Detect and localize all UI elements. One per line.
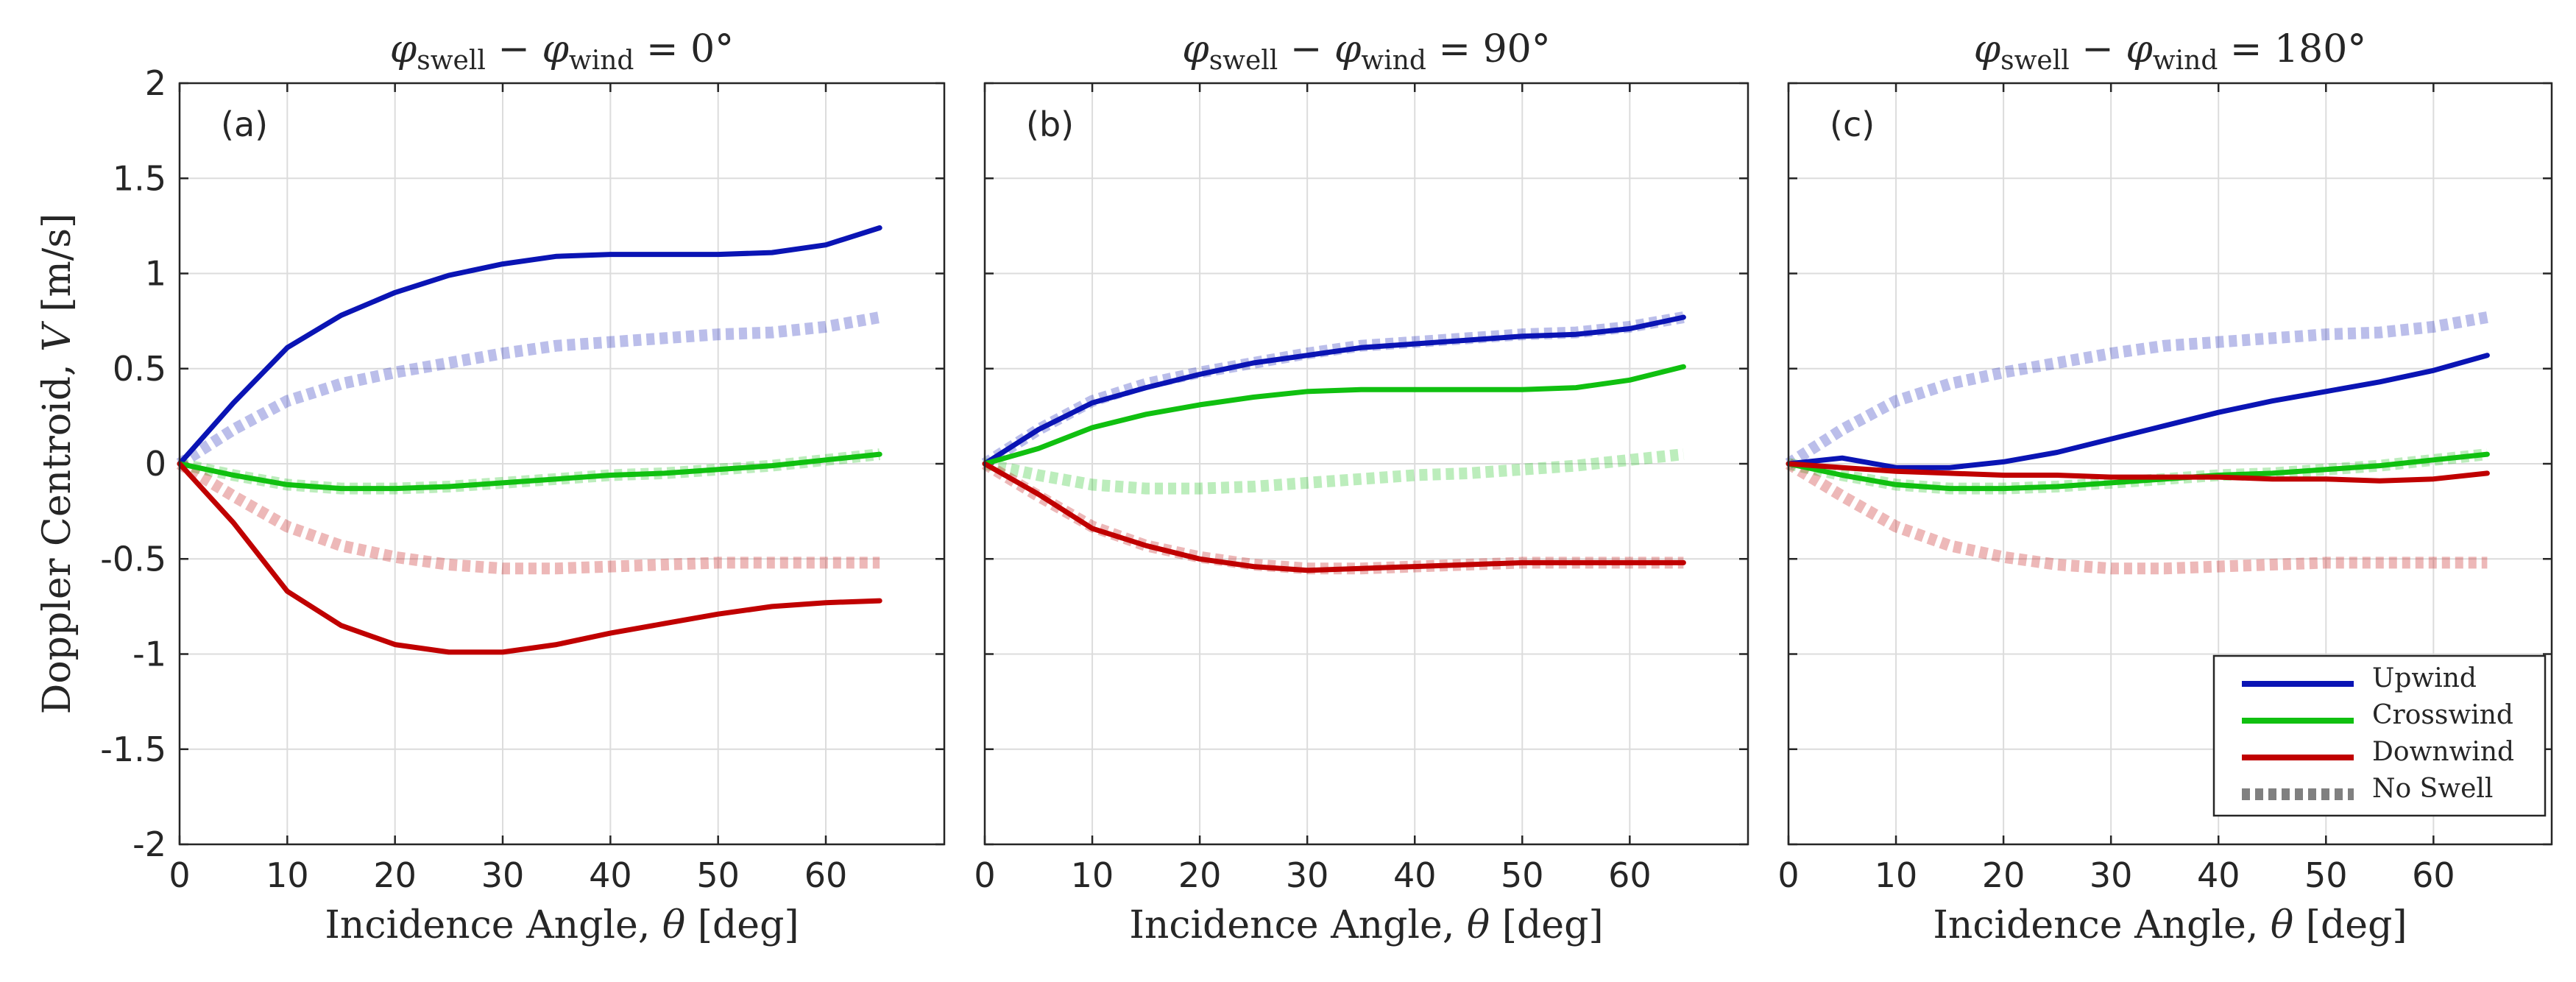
y-tick-label: 1.5 (113, 158, 166, 198)
series-noswell-downwind (1785, 459, 2488, 575)
x-tick-label: 40 (589, 855, 632, 895)
title-phi: φ (1182, 27, 1209, 71)
x-tick-label: 0 (974, 855, 995, 895)
title-sub-wind: wind (1361, 46, 1426, 76)
panel-label: (c) (1830, 105, 1875, 144)
x-tick-label: 50 (696, 855, 740, 895)
panel-title: φswell − φwind = 90° (1182, 27, 1550, 76)
title-minus: − (1278, 27, 1334, 71)
series-crosswind (982, 364, 1686, 467)
x-tick-label: 10 (1071, 855, 1114, 895)
y-axis-label: Doppler Centroid, V [m/s] (35, 213, 79, 715)
x-axis-label-var: θ (662, 903, 685, 947)
title-sub-swell: swell (417, 46, 486, 76)
x-tick-label: 20 (373, 855, 417, 895)
series-crosswind (1786, 451, 2490, 492)
y-tick-label: -1.5 (100, 730, 166, 769)
x-tick-label: 0 (1777, 855, 1799, 895)
axes-box (178, 82, 946, 846)
title-phi: φ (1974, 27, 2001, 71)
x-axis-label: Incidence Angle, θ [deg] (1933, 903, 2407, 947)
title-value: = 0° (634, 27, 734, 71)
y-tick-label: 0 (145, 444, 166, 484)
series-noswell-crosswind (983, 448, 1685, 495)
x-axis-label-unit: [deg] (1490, 903, 1603, 947)
y-axis-label-unit: [m/s] (35, 213, 79, 325)
title-value: = 180° (2218, 27, 2366, 71)
legend-label-crosswind: Crosswind (2372, 700, 2513, 730)
x-tick-label: 40 (1393, 855, 1437, 895)
y-axis-label-text: Doppler Centroid, V [m/s] (35, 213, 79, 715)
legend-label-downwind: Downwind (2372, 737, 2514, 767)
panel-a: 0 10 20 30 40 50 60 2 1.5 1 0.5 0 -0.5 -1 -1.5 -2 Incide… (100, 27, 946, 947)
panel-title: φswell − φwind = 0° (390, 27, 734, 76)
y-axis-label-main: Doppler Centroid, (35, 352, 79, 714)
x-tick-label: 60 (804, 855, 848, 895)
x-tick-label: 30 (481, 855, 525, 895)
x-tick-label: 50 (1501, 855, 1544, 895)
x-tick-label: 30 (1286, 855, 1329, 895)
x-axis-label: Incidence Angle, θ [deg] (325, 903, 799, 947)
x-tick-label: 10 (266, 855, 309, 895)
y-tick-label: 0.5 (113, 349, 166, 389)
series-noswell-upwind (176, 311, 881, 469)
title-phi: φ (542, 27, 569, 71)
series-downwind (177, 461, 882, 655)
series-upwind (1786, 353, 2490, 470)
panels-group: 0 10 20 30 40 50 60 2 1.5 1 0.5 0 -0.5 -1 -1.5 -2 Incide… (100, 27, 2553, 947)
series-downwind (1786, 461, 2490, 484)
y-tick-label: 2 (145, 63, 166, 103)
axes-box (983, 82, 1749, 846)
series-noswell-upwind (1785, 311, 2488, 469)
title-minus: − (2070, 27, 2126, 71)
x-tick-label: 10 (1875, 855, 1918, 895)
x-axis-label-unit: [deg] (2293, 903, 2407, 947)
title-value: = 90° (1426, 27, 1551, 71)
x-axis-label-var: θ (1467, 903, 1490, 947)
panel-title: φswell − φwind = 180° (1974, 27, 2367, 76)
x-tick-label: 20 (1982, 855, 2025, 895)
panel-label: (a) (221, 105, 268, 144)
legend-label-upwind: Upwind (2372, 663, 2477, 693)
axes-box (1787, 82, 2553, 846)
title-minus: − (486, 27, 542, 71)
x-tick-label: 40 (2197, 855, 2240, 895)
series-upwind (982, 314, 1686, 467)
x-tick-label: 50 (2304, 855, 2348, 895)
series-upwind (177, 225, 882, 467)
x-axis-label-main: Incidence Angle, (1933, 903, 2271, 947)
x-axis-label-var: θ (2271, 903, 2293, 947)
series-crosswind (177, 451, 882, 492)
legend: Upwind Crosswind Downwind No Swell (2212, 654, 2547, 817)
series-downwind (982, 461, 1686, 573)
title-sub-swell: swell (1209, 46, 1278, 76)
title-phi: φ (1334, 27, 1362, 71)
x-tick-label: 60 (1608, 855, 1652, 895)
title-sub-swell: swell (2000, 46, 2070, 76)
x-tick-label: 60 (2412, 855, 2455, 895)
y-tick-label: -0.5 (100, 539, 166, 579)
title-phi: φ (2126, 27, 2153, 71)
title-sub-wind: wind (2153, 46, 2218, 76)
panel-label: (b) (1026, 105, 1074, 144)
x-axis-label-unit: [deg] (685, 903, 799, 947)
x-axis-label-main: Incidence Angle, (1129, 903, 1467, 947)
x-tick-label: 30 (2090, 855, 2133, 895)
legend-label-noswell: No Swell (2372, 774, 2493, 804)
series-noswell-downwind (176, 459, 880, 575)
x-axis-label-main: Incidence Angle, (325, 903, 662, 947)
y-tick-label: -2 (132, 824, 166, 864)
title-sub-wind: wind (569, 46, 634, 76)
title-phi: φ (390, 27, 417, 71)
x-tick-label: 20 (1178, 855, 1222, 895)
y-tick-label: 1 (145, 254, 166, 294)
y-tick-label: -1 (132, 635, 166, 674)
y-axis-label-var: V (35, 321, 79, 352)
x-axis-label: Incidence Angle, θ [deg] (1129, 903, 1603, 947)
x-tick-label: 0 (169, 855, 190, 895)
